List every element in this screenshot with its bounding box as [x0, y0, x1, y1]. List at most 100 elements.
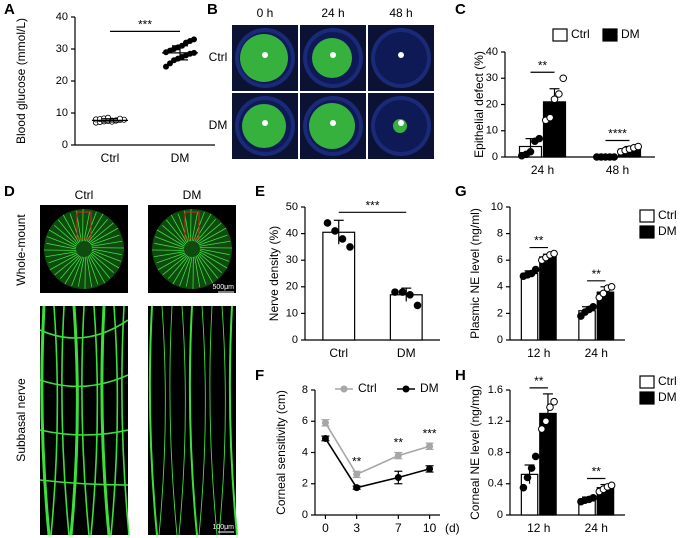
- series-line: [324, 438, 430, 489]
- data-point: [610, 153, 619, 161]
- data-point: [607, 283, 616, 291]
- data-point: [542, 417, 550, 426]
- nerve: [198, 234, 228, 246]
- significance: **: [534, 374, 544, 388]
- x-tick-label: 7: [395, 521, 402, 535]
- y-tick-label: 1.6: [488, 384, 503, 396]
- data-point: [559, 74, 568, 83]
- nerve: [177, 213, 189, 243]
- data-point: [550, 397, 558, 406]
- nerve-fiber: [169, 305, 178, 536]
- nerve: [196, 222, 222, 244]
- y-tick-label: 2: [302, 478, 308, 490]
- significance: ***: [423, 426, 437, 440]
- nerve: [77, 256, 85, 287]
- bar: [389, 294, 423, 341]
- significance: **: [394, 436, 404, 450]
- nerve: [88, 254, 106, 284]
- panel-label: C: [455, 1, 466, 18]
- nerve: [172, 256, 190, 285]
- nerve: [179, 256, 191, 287]
- data-point: [535, 134, 544, 143]
- x-tick-label: DM: [397, 346, 416, 360]
- data-point: [589, 494, 597, 502]
- data-point: [190, 36, 197, 43]
- nerve: [197, 253, 219, 279]
- significance: **: [352, 454, 362, 468]
- data-point: [331, 227, 339, 235]
- y-tick-label: 10: [286, 307, 298, 319]
- data-point: [526, 147, 535, 156]
- y-tick-label: 0.4: [488, 478, 503, 490]
- nerve: [91, 251, 120, 269]
- legend-swatch: [639, 375, 655, 389]
- data-point: [531, 452, 540, 461]
- data-point: [338, 235, 347, 243]
- legend-swatch: [639, 225, 655, 239]
- nerve-fiber: [198, 305, 206, 536]
- nerve: [196, 254, 214, 284]
- nerve: [154, 236, 185, 248]
- nerve: [89, 227, 119, 245]
- x-tick-label: DM: [171, 151, 190, 165]
- legend-swatch: [602, 28, 618, 42]
- y-tick-label: 40: [286, 228, 298, 240]
- highlight: [398, 52, 404, 58]
- data-point: [426, 465, 434, 473]
- nerve-fiber: [50, 305, 59, 536]
- whole-mount-cornea: [152, 209, 232, 289]
- y-tick-label: 10: [486, 125, 498, 137]
- highlight: [398, 120, 404, 126]
- highlight: [262, 120, 268, 126]
- whole-mount-cornea: [44, 209, 124, 289]
- y-tick-label: 0: [497, 334, 503, 346]
- data-point: [406, 290, 414, 299]
- data-point: [321, 434, 329, 442]
- nerve: [57, 219, 79, 245]
- y-tick-label: 6: [497, 254, 503, 266]
- nerve: [86, 213, 104, 242]
- y-axis-label: Epithelial defect (%): [472, 51, 486, 158]
- nerve: [54, 224, 78, 246]
- significance: ***: [138, 18, 152, 32]
- data-point: [531, 265, 540, 274]
- y-tick-label: 10: [56, 107, 68, 119]
- data-point: [527, 464, 536, 472]
- y-axis-label: Corneal sensitivity (cm): [274, 390, 288, 515]
- roi: [76, 211, 92, 239]
- nerve: [199, 250, 230, 262]
- nerve: [71, 256, 83, 287]
- y-tick-label: 0: [292, 334, 298, 346]
- x-tick-label: Ctrl: [101, 151, 120, 165]
- nerve: [167, 255, 189, 279]
- nerve: [91, 248, 122, 256]
- y-tick-label: 20: [486, 98, 498, 110]
- row-label: Ctrl: [209, 50, 228, 64]
- nerve: [86, 256, 93, 288]
- nerve-fiber: [178, 305, 186, 536]
- nerve: [89, 253, 111, 279]
- y-tick-label: 10: [491, 201, 503, 213]
- nerve: [165, 219, 187, 245]
- nerve: [199, 248, 230, 256]
- legend-marker: [340, 385, 348, 393]
- legend-label: Ctrl: [571, 27, 590, 41]
- y-tick-label: 4: [302, 446, 308, 458]
- nerve: [156, 229, 185, 247]
- x-tick-label: 12 h: [527, 346, 550, 360]
- nerve: [45, 251, 77, 258]
- nerve: [91, 250, 122, 262]
- highlight: [330, 52, 336, 58]
- nerve-branch: [39, 429, 129, 436]
- data-point: [519, 483, 528, 492]
- data-point: [546, 403, 554, 411]
- y-tick-label: 2: [497, 307, 503, 319]
- significance: **: [538, 58, 548, 72]
- nerve: [59, 255, 81, 279]
- y-tick-label: 30: [486, 72, 498, 84]
- legend-swatch: [639, 391, 655, 405]
- bar: [520, 272, 539, 341]
- nerve: [46, 236, 77, 248]
